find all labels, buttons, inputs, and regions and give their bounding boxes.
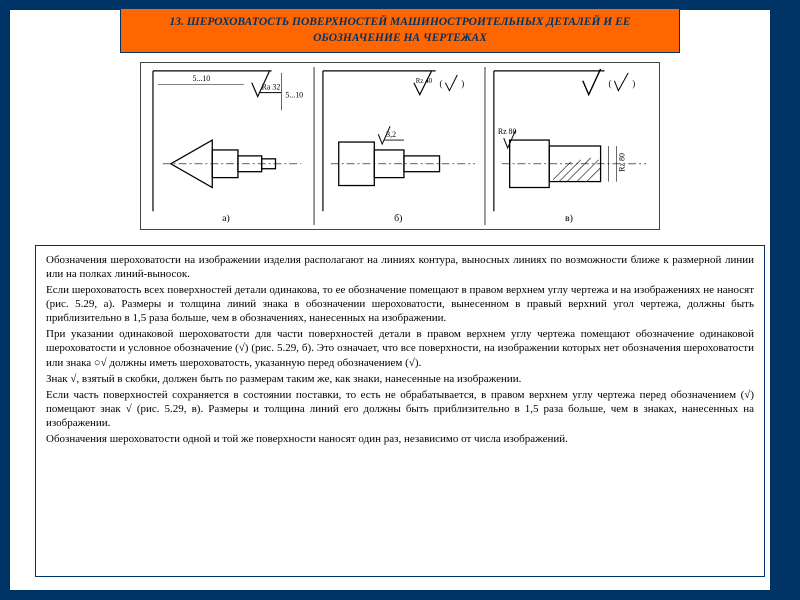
technical-figure: Ra 32 5...10 5...10 а) Rz 40 bbox=[140, 62, 660, 230]
frame-left bbox=[0, 10, 10, 590]
slide-title: 13. ШЕРОХОВАТОСТЬ ПОВЕРХНОСТЕЙ МАШИНОСТР… bbox=[120, 8, 680, 53]
frame-bottom bbox=[0, 590, 800, 600]
panel-c-label: в) bbox=[565, 213, 573, 224]
slide: 13. ШЕРОХОВАТОСТЬ ПОВЕРХНОСТЕЙ МАШИНОСТР… bbox=[0, 0, 800, 600]
label-a-ra: Ra 32 bbox=[262, 83, 281, 92]
paragraph-5: Если часть поверхностей сохраняется в со… bbox=[46, 388, 754, 430]
paragraph-4: Знак √, взятый в скобки, должен быть по … bbox=[46, 372, 754, 386]
panel-b-label: б) bbox=[394, 213, 402, 224]
title-line-1: 13. ШЕРОХОВАТОСТЬ ПОВЕРХНОСТЕЙ МАШИНОСТР… bbox=[170, 16, 631, 28]
label-b-ra: 3,2 bbox=[386, 130, 396, 139]
frame-right bbox=[770, 10, 800, 590]
paren-close-b: ) bbox=[461, 79, 464, 89]
paragraph-1: Обозначения шероховатости на изображении… bbox=[46, 253, 754, 281]
paren-open-c: ( bbox=[608, 79, 611, 89]
paren-close-c: ) bbox=[632, 79, 635, 89]
paragraph-6: Обозначения шероховатости одной и той же… bbox=[46, 432, 754, 446]
paragraph-2: Если шероховатость всех поверхностей дет… bbox=[46, 283, 754, 325]
paren-open-b: ( bbox=[440, 79, 443, 89]
label-a-dim-top: 5...10 bbox=[193, 74, 211, 83]
panel-a-label: а) bbox=[222, 213, 230, 224]
title-line-2: ОБОЗНАЧЕНИЕ НА ЧЕРТЕЖАХ bbox=[131, 31, 669, 47]
label-b-corner: Rz 40 bbox=[416, 78, 433, 85]
paragraph-3: При указании одинаковой шероховатости дл… bbox=[46, 327, 754, 369]
body-text: Обозначения шероховатости на изображении… bbox=[35, 245, 765, 577]
label-c-dim: Rz 80 bbox=[617, 153, 626, 172]
label-a-dim-side: 5...10 bbox=[285, 91, 303, 100]
